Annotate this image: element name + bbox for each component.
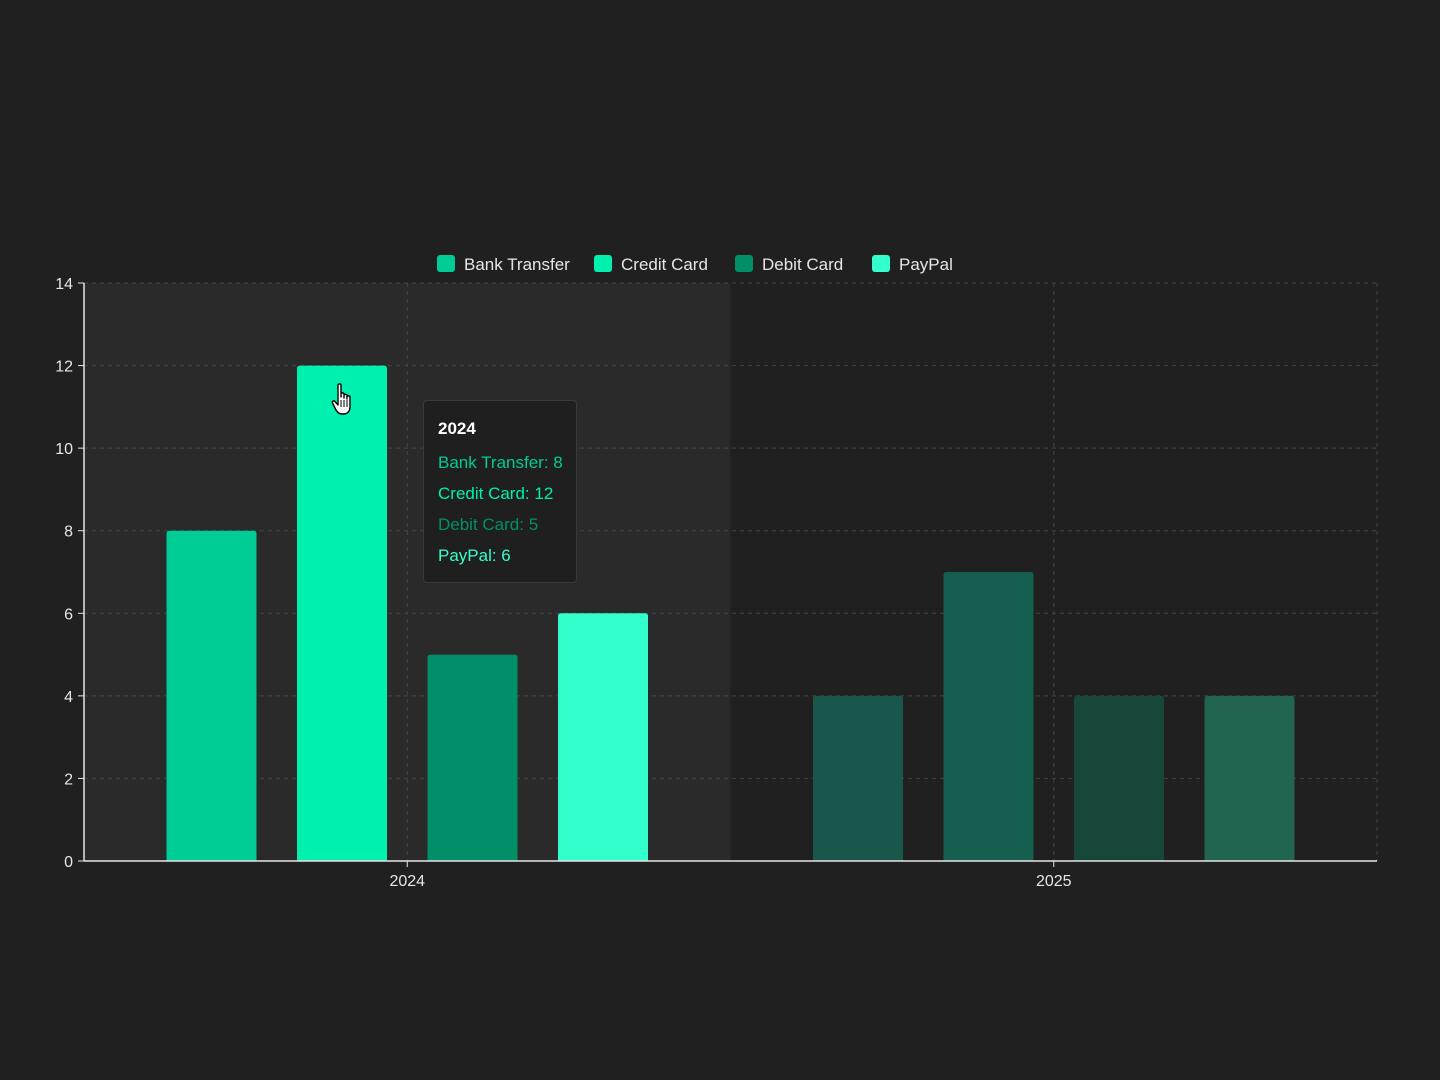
chart-tooltip: 2024 Bank Transfer: 8 Credit Card: 12 De…: [423, 400, 577, 583]
legend-label-bank-transfer: Bank Transfer: [464, 255, 570, 274]
bar-bank-transfer-2024: [166, 530, 257, 861]
bar-debit-card-2024: [427, 654, 518, 861]
legend-swatch-credit-card: [594, 255, 612, 272]
tooltip-row-paypal: PayPal: 6: [438, 546, 511, 565]
y-tick-label-2: 2: [64, 771, 73, 788]
tooltip-row-debit-card: Debit Card: 5: [438, 515, 539, 534]
y-tick-label-12: 12: [55, 359, 73, 376]
y-tick-label-14: 14: [55, 276, 73, 293]
y-tick-label-8: 8: [64, 524, 73, 541]
y-tick-label-6: 6: [64, 606, 73, 623]
legend-label-credit-card: Credit Card: [621, 255, 708, 274]
legend-label-debit-card: Debit Card: [762, 255, 843, 274]
legend-swatch-paypal: [872, 255, 890, 272]
hand-pointer-icon: [331, 383, 357, 417]
legend-label-paypal: PayPal: [899, 255, 953, 274]
bar-credit-card-2024: [297, 365, 387, 861]
legend-swatch-bank-transfer: [437, 255, 455, 272]
x-tick-label-2024: 2024: [389, 873, 425, 890]
bar-debit-card-2025: [1074, 695, 1164, 861]
y-tick-label-4: 4: [64, 689, 73, 706]
bar-paypal-2024: [558, 613, 648, 861]
x-tick-label-2025: 2025: [1036, 873, 1072, 890]
legend-swatch-debit-card: [735, 255, 753, 272]
bar-bank-transfer-2025: [813, 695, 903, 861]
bar-paypal-2025: [1204, 695, 1295, 861]
y-tick-label-0: 0: [64, 854, 73, 871]
tooltip-row-bank-transfer: Bank Transfer: 8: [438, 453, 563, 472]
tooltip-row-credit-card: Credit Card: 12: [438, 484, 554, 503]
y-tick-label-10: 10: [55, 441, 73, 458]
bar-credit-card-2025: [943, 572, 1034, 861]
tooltip-title: 2024: [438, 419, 476, 438]
